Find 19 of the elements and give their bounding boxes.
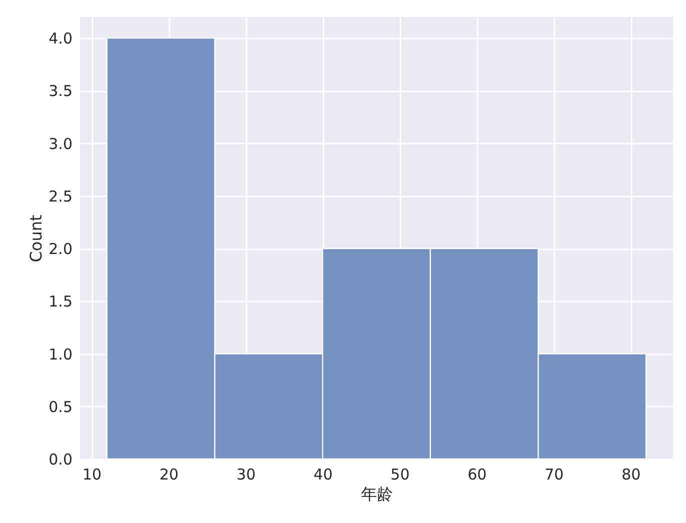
x-tick-label: 60 xyxy=(468,466,487,484)
x-tick-label: 80 xyxy=(622,466,641,484)
y-tick-label: 4.0 xyxy=(48,30,72,48)
x-tick-label: 30 xyxy=(236,466,256,484)
y-tick-label: 2.5 xyxy=(48,187,72,206)
x-tick-label: 70 xyxy=(544,466,564,484)
x-tick-label: 50 xyxy=(390,466,410,484)
y-tick-label: 3.5 xyxy=(48,82,72,100)
x-axis-title: 年龄 xyxy=(361,484,393,504)
y-tick-label: 2.0 xyxy=(48,240,72,258)
y-tick-label: 1.0 xyxy=(48,345,72,364)
y-tick-label: 3.0 xyxy=(48,134,72,153)
y-tick-label: 1.5 xyxy=(48,292,72,311)
x-tick-label: 20 xyxy=(160,466,179,484)
y-axis-title: Count xyxy=(26,214,46,262)
y-tick-label: 0.0 xyxy=(48,450,72,468)
x-tick-label: 40 xyxy=(314,466,333,484)
x-tick-label: 10 xyxy=(82,466,102,484)
y-tick-label: 0.5 xyxy=(48,398,72,416)
